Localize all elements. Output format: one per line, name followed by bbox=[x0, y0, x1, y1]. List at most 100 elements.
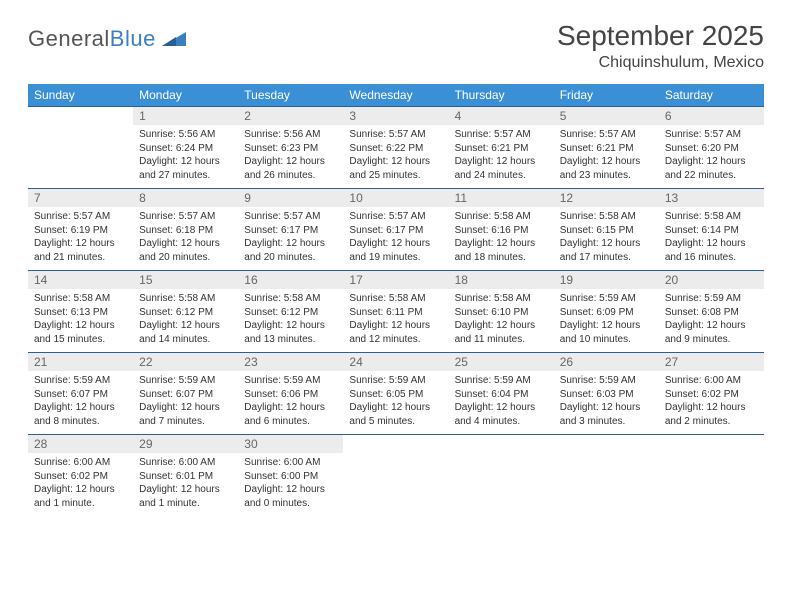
calendar-cell: 13Sunrise: 5:58 AMSunset: 6:14 PMDayligh… bbox=[659, 189, 764, 271]
day-details: Sunrise: 5:59 AMSunset: 6:09 PMDaylight:… bbox=[554, 289, 659, 350]
day-number: 10 bbox=[343, 189, 448, 207]
logo-text-gray: General bbox=[28, 26, 110, 51]
day-number: 27 bbox=[659, 353, 764, 371]
calendar-cell bbox=[343, 435, 448, 517]
dow-header: Saturday bbox=[659, 84, 764, 107]
day-number: 2 bbox=[238, 107, 343, 125]
day-details: Sunrise: 6:00 AMSunset: 6:02 PMDaylight:… bbox=[659, 371, 764, 432]
day-details: Sunrise: 5:57 AMSunset: 6:17 PMDaylight:… bbox=[343, 207, 448, 268]
calendar-cell: 5Sunrise: 5:57 AMSunset: 6:21 PMDaylight… bbox=[554, 107, 659, 189]
day-details: Sunrise: 5:59 AMSunset: 6:07 PMDaylight:… bbox=[28, 371, 133, 432]
calendar-cell: 18Sunrise: 5:58 AMSunset: 6:10 PMDayligh… bbox=[449, 271, 554, 353]
day-details: Sunrise: 6:00 AMSunset: 6:02 PMDaylight:… bbox=[28, 453, 133, 514]
day-number: 13 bbox=[659, 189, 764, 207]
day-details: Sunrise: 5:58 AMSunset: 6:15 PMDaylight:… bbox=[554, 207, 659, 268]
calendar-cell: 11Sunrise: 5:58 AMSunset: 6:16 PMDayligh… bbox=[449, 189, 554, 271]
day-details: Sunrise: 5:59 AMSunset: 6:04 PMDaylight:… bbox=[449, 371, 554, 432]
calendar-cell: 7Sunrise: 5:57 AMSunset: 6:19 PMDaylight… bbox=[28, 189, 133, 271]
calendar-body: 1Sunrise: 5:56 AMSunset: 6:24 PMDaylight… bbox=[28, 107, 764, 517]
calendar-cell: 9Sunrise: 5:57 AMSunset: 6:17 PMDaylight… bbox=[238, 189, 343, 271]
calendar-cell: 25Sunrise: 5:59 AMSunset: 6:04 PMDayligh… bbox=[449, 353, 554, 435]
calendar-cell: 6Sunrise: 5:57 AMSunset: 6:20 PMDaylight… bbox=[659, 107, 764, 189]
day-details: Sunrise: 5:59 AMSunset: 6:08 PMDaylight:… bbox=[659, 289, 764, 350]
logo-triangle-icon bbox=[162, 28, 186, 51]
calendar-cell: 27Sunrise: 6:00 AMSunset: 6:02 PMDayligh… bbox=[659, 353, 764, 435]
dow-header: Wednesday bbox=[343, 84, 448, 107]
calendar-cell bbox=[28, 107, 133, 189]
day-details: Sunrise: 5:57 AMSunset: 6:19 PMDaylight:… bbox=[28, 207, 133, 268]
day-details: Sunrise: 5:57 AMSunset: 6:21 PMDaylight:… bbox=[554, 125, 659, 186]
calendar-cell: 20Sunrise: 5:59 AMSunset: 6:08 PMDayligh… bbox=[659, 271, 764, 353]
calendar-cell: 21Sunrise: 5:59 AMSunset: 6:07 PMDayligh… bbox=[28, 353, 133, 435]
day-number: 8 bbox=[133, 189, 238, 207]
day-number: 14 bbox=[28, 271, 133, 289]
calendar-head: SundayMondayTuesdayWednesdayThursdayFrid… bbox=[28, 84, 764, 107]
calendar-cell: 15Sunrise: 5:58 AMSunset: 6:12 PMDayligh… bbox=[133, 271, 238, 353]
calendar-cell: 8Sunrise: 5:57 AMSunset: 6:18 PMDaylight… bbox=[133, 189, 238, 271]
calendar-week-row: 7Sunrise: 5:57 AMSunset: 6:19 PMDaylight… bbox=[28, 189, 764, 271]
calendar-cell: 16Sunrise: 5:58 AMSunset: 6:12 PMDayligh… bbox=[238, 271, 343, 353]
calendar-cell: 1Sunrise: 5:56 AMSunset: 6:24 PMDaylight… bbox=[133, 107, 238, 189]
day-details: Sunrise: 6:00 AMSunset: 6:01 PMDaylight:… bbox=[133, 453, 238, 514]
calendar-cell bbox=[449, 435, 554, 517]
calendar-week-row: 21Sunrise: 5:59 AMSunset: 6:07 PMDayligh… bbox=[28, 353, 764, 435]
calendar-week-row: 1Sunrise: 5:56 AMSunset: 6:24 PMDaylight… bbox=[28, 107, 764, 189]
day-number: 15 bbox=[133, 271, 238, 289]
calendar-cell: 26Sunrise: 5:59 AMSunset: 6:03 PMDayligh… bbox=[554, 353, 659, 435]
day-number: 24 bbox=[343, 353, 448, 371]
day-details: Sunrise: 5:56 AMSunset: 6:23 PMDaylight:… bbox=[238, 125, 343, 186]
location: Chiquinshulum, Mexico bbox=[557, 54, 764, 72]
day-details: Sunrise: 5:59 AMSunset: 6:03 PMDaylight:… bbox=[554, 371, 659, 432]
dow-header: Thursday bbox=[449, 84, 554, 107]
day-number: 18 bbox=[449, 271, 554, 289]
day-number: 28 bbox=[28, 435, 133, 453]
day-number: 5 bbox=[554, 107, 659, 125]
day-number: 19 bbox=[554, 271, 659, 289]
logo-text: GeneralBlue bbox=[28, 26, 156, 52]
calendar-cell: 17Sunrise: 5:58 AMSunset: 6:11 PMDayligh… bbox=[343, 271, 448, 353]
calendar-cell: 24Sunrise: 5:59 AMSunset: 6:05 PMDayligh… bbox=[343, 353, 448, 435]
calendar-cell: 28Sunrise: 6:00 AMSunset: 6:02 PMDayligh… bbox=[28, 435, 133, 517]
day-number: 3 bbox=[343, 107, 448, 125]
day-details: Sunrise: 5:58 AMSunset: 6:12 PMDaylight:… bbox=[238, 289, 343, 350]
logo-text-blue: Blue bbox=[110, 26, 156, 51]
calendar-cell: 19Sunrise: 5:59 AMSunset: 6:09 PMDayligh… bbox=[554, 271, 659, 353]
day-number: 17 bbox=[343, 271, 448, 289]
calendar-cell bbox=[554, 435, 659, 517]
day-details: Sunrise: 5:58 AMSunset: 6:10 PMDaylight:… bbox=[449, 289, 554, 350]
calendar-cell: 12Sunrise: 5:58 AMSunset: 6:15 PMDayligh… bbox=[554, 189, 659, 271]
calendar-cell: 22Sunrise: 5:59 AMSunset: 6:07 PMDayligh… bbox=[133, 353, 238, 435]
day-number: 11 bbox=[449, 189, 554, 207]
day-number: 25 bbox=[449, 353, 554, 371]
day-details: Sunrise: 5:57 AMSunset: 6:17 PMDaylight:… bbox=[238, 207, 343, 268]
day-details: Sunrise: 5:57 AMSunset: 6:20 PMDaylight:… bbox=[659, 125, 764, 186]
calendar-cell: 4Sunrise: 5:57 AMSunset: 6:21 PMDaylight… bbox=[449, 107, 554, 189]
calendar-cell: 3Sunrise: 5:57 AMSunset: 6:22 PMDaylight… bbox=[343, 107, 448, 189]
day-number: 7 bbox=[28, 189, 133, 207]
day-number: 1 bbox=[133, 107, 238, 125]
day-details: Sunrise: 5:56 AMSunset: 6:24 PMDaylight:… bbox=[133, 125, 238, 186]
calendar-week-row: 14Sunrise: 5:58 AMSunset: 6:13 PMDayligh… bbox=[28, 271, 764, 353]
day-details: Sunrise: 6:00 AMSunset: 6:00 PMDaylight:… bbox=[238, 453, 343, 514]
calendar-cell: 23Sunrise: 5:59 AMSunset: 6:06 PMDayligh… bbox=[238, 353, 343, 435]
dow-header: Friday bbox=[554, 84, 659, 107]
day-details: Sunrise: 5:58 AMSunset: 6:14 PMDaylight:… bbox=[659, 207, 764, 268]
calendar-table: SundayMondayTuesdayWednesdayThursdayFrid… bbox=[28, 84, 764, 517]
calendar-cell: 2Sunrise: 5:56 AMSunset: 6:23 PMDaylight… bbox=[238, 107, 343, 189]
title-block: September 2025 Chiquinshulum, Mexico bbox=[557, 20, 764, 72]
day-number: 26 bbox=[554, 353, 659, 371]
dow-header: Monday bbox=[133, 84, 238, 107]
calendar-cell bbox=[659, 435, 764, 517]
day-number: 22 bbox=[133, 353, 238, 371]
day-details: Sunrise: 5:57 AMSunset: 6:21 PMDaylight:… bbox=[449, 125, 554, 186]
calendar-cell: 10Sunrise: 5:57 AMSunset: 6:17 PMDayligh… bbox=[343, 189, 448, 271]
day-number: 21 bbox=[28, 353, 133, 371]
header: GeneralBlue September 2025 Chiquinshulum… bbox=[28, 20, 764, 72]
calendar-cell: 30Sunrise: 6:00 AMSunset: 6:00 PMDayligh… bbox=[238, 435, 343, 517]
day-number: 30 bbox=[238, 435, 343, 453]
day-number: 20 bbox=[659, 271, 764, 289]
calendar-cell: 14Sunrise: 5:58 AMSunset: 6:13 PMDayligh… bbox=[28, 271, 133, 353]
day-details: Sunrise: 5:57 AMSunset: 6:22 PMDaylight:… bbox=[343, 125, 448, 186]
day-details: Sunrise: 5:58 AMSunset: 6:16 PMDaylight:… bbox=[449, 207, 554, 268]
logo: GeneralBlue bbox=[28, 26, 186, 52]
